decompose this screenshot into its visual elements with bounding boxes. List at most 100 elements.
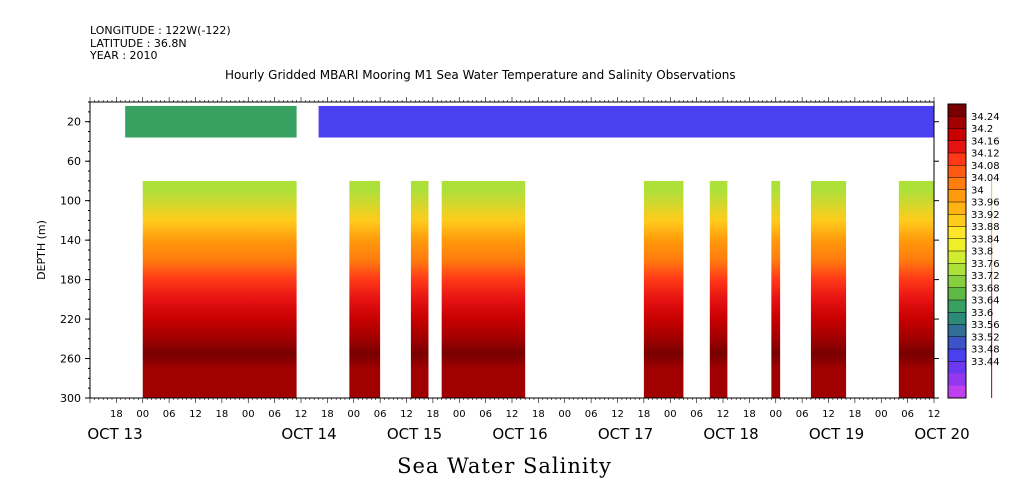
x-hour-label: 06 xyxy=(901,409,914,420)
colorbar-label: 34.2 xyxy=(971,124,993,135)
x-hour-label: 18 xyxy=(110,409,123,420)
longitude-label: LONGITUDE : 122W(-122) xyxy=(90,24,231,37)
x-hour-label: 12 xyxy=(295,409,308,420)
x-hour-label: 00 xyxy=(875,409,888,420)
colorbar-label: 33.92 xyxy=(971,210,1000,221)
y-tick-label: 260 xyxy=(60,353,81,366)
y-tick-label: 300 xyxy=(60,392,81,405)
colorbar-label: 33.52 xyxy=(971,332,1000,343)
x-date-label: OCT 19 xyxy=(809,425,864,443)
x-hour-label: 00 xyxy=(136,409,149,420)
y-tick-label: 220 xyxy=(60,313,81,326)
colorbar-label: 33.72 xyxy=(971,271,1000,282)
colorbar-label: 33.6 xyxy=(971,308,993,319)
colorbar-swatch xyxy=(948,238,966,252)
x-hour-label: 12 xyxy=(189,409,202,420)
colorbar-swatch xyxy=(948,251,966,264)
colorbar-swatch xyxy=(948,128,966,142)
x-hour-label: 00 xyxy=(558,409,571,420)
x-hour-label: 12 xyxy=(611,409,624,420)
colorbar-swatch xyxy=(948,104,966,117)
deep-segment-9 xyxy=(991,180,993,398)
x-date-label: OCT 13 xyxy=(87,425,142,443)
deep-segment-8 xyxy=(898,180,934,398)
x-hour-label: 00 xyxy=(242,409,255,420)
colorbar-label: 33.84 xyxy=(971,234,1000,245)
y-tick-label: 100 xyxy=(60,195,81,208)
x-hour-label: 06 xyxy=(163,409,176,420)
colorbar-label: 33.64 xyxy=(971,296,1000,307)
x-hour-label: 12 xyxy=(717,409,730,420)
year-label: YEAR : 2010 xyxy=(90,49,158,62)
colorbar-swatch xyxy=(948,165,966,178)
x-date-label: OCT 18 xyxy=(703,425,758,443)
y-tick-label: 20 xyxy=(67,116,81,129)
y-tick-label: 60 xyxy=(67,155,81,168)
deep-segment-3 xyxy=(441,180,526,398)
x-hour-label: 12 xyxy=(822,409,835,420)
colorbar-swatch xyxy=(948,116,966,129)
x-date-label: OCT 17 xyxy=(598,425,653,443)
colorbar-label: 34.12 xyxy=(971,149,1000,160)
y-tick-label: 140 xyxy=(60,234,81,247)
colorbar-label: 33.88 xyxy=(971,222,1000,233)
x-hour-label: 12 xyxy=(400,409,413,420)
colorbar-swatch xyxy=(948,140,966,154)
deep-segment-7 xyxy=(810,180,847,398)
x-hour-label: 18 xyxy=(849,409,862,420)
y-axis-label: DEPTH (m) xyxy=(35,220,48,280)
x-hour-label: 18 xyxy=(743,409,756,420)
surface-segment-0 xyxy=(125,105,297,138)
latitude-label: LATITUDE : 36.8N xyxy=(90,37,187,50)
x-hour-label: 06 xyxy=(585,409,598,420)
deep-segment-6 xyxy=(771,180,781,398)
x-hour-label: 12 xyxy=(928,409,941,420)
x-hour-label: 12 xyxy=(506,409,519,420)
x-date-label: OCT 20 xyxy=(914,425,969,443)
y-tick-label: 180 xyxy=(60,274,81,287)
colorbar-swatch xyxy=(948,287,966,301)
deep-segment-4 xyxy=(643,180,684,398)
deep-segment-0 xyxy=(142,180,297,398)
colorbar-label: 33.48 xyxy=(971,345,1000,356)
colorbar-label: 33.76 xyxy=(971,259,1000,270)
deep-segment-1 xyxy=(349,180,381,398)
colorbar-swatch xyxy=(948,214,966,227)
x-hour-label: 06 xyxy=(479,409,492,420)
x-hour-label: 18 xyxy=(216,409,229,420)
colorbar-swatch xyxy=(948,226,966,240)
colorbar-swatch xyxy=(948,336,966,350)
colorbar-swatch xyxy=(948,312,966,325)
surface-segment-1 xyxy=(318,105,934,138)
colorbar-label: 34.16 xyxy=(971,136,1000,147)
colorbar-swatch xyxy=(948,153,966,166)
deep-segment-2 xyxy=(410,180,429,398)
colorbar-swatch xyxy=(948,189,966,203)
colorbar-swatch xyxy=(948,177,966,191)
x-hour-label: 06 xyxy=(690,409,703,420)
colorbar-label: 33.56 xyxy=(971,320,1000,331)
colorbar-swatch xyxy=(948,349,966,362)
x-hour-label: 18 xyxy=(532,409,545,420)
x-hour-label: 18 xyxy=(638,409,651,420)
x-date-label: OCT 14 xyxy=(281,425,336,443)
colorbar-swatch xyxy=(948,385,966,399)
x-axis-title: Sea Water Salinity xyxy=(397,454,612,478)
chart-title: Hourly Gridded MBARI Mooring M1 Sea Wate… xyxy=(225,68,736,82)
colorbar-label: 33.8 xyxy=(971,247,993,258)
x-hour-label: 06 xyxy=(374,409,387,420)
x-date-label: OCT 15 xyxy=(387,425,442,443)
colorbar-label: 34.08 xyxy=(971,161,1000,172)
x-hour-label: 06 xyxy=(796,409,809,420)
x-hour-label: 00 xyxy=(664,409,677,420)
colorbar-swatch xyxy=(948,202,966,215)
x-hour-label: 00 xyxy=(769,409,782,420)
colorbar-label: 33.44 xyxy=(971,357,1000,368)
x-hour-label: 18 xyxy=(427,409,440,420)
x-hour-label: 06 xyxy=(268,409,281,420)
colorbar-swatch xyxy=(948,275,966,289)
deep-segment-5 xyxy=(709,180,728,398)
x-hour-label: 00 xyxy=(347,409,360,420)
x-hour-label: 18 xyxy=(321,409,334,420)
